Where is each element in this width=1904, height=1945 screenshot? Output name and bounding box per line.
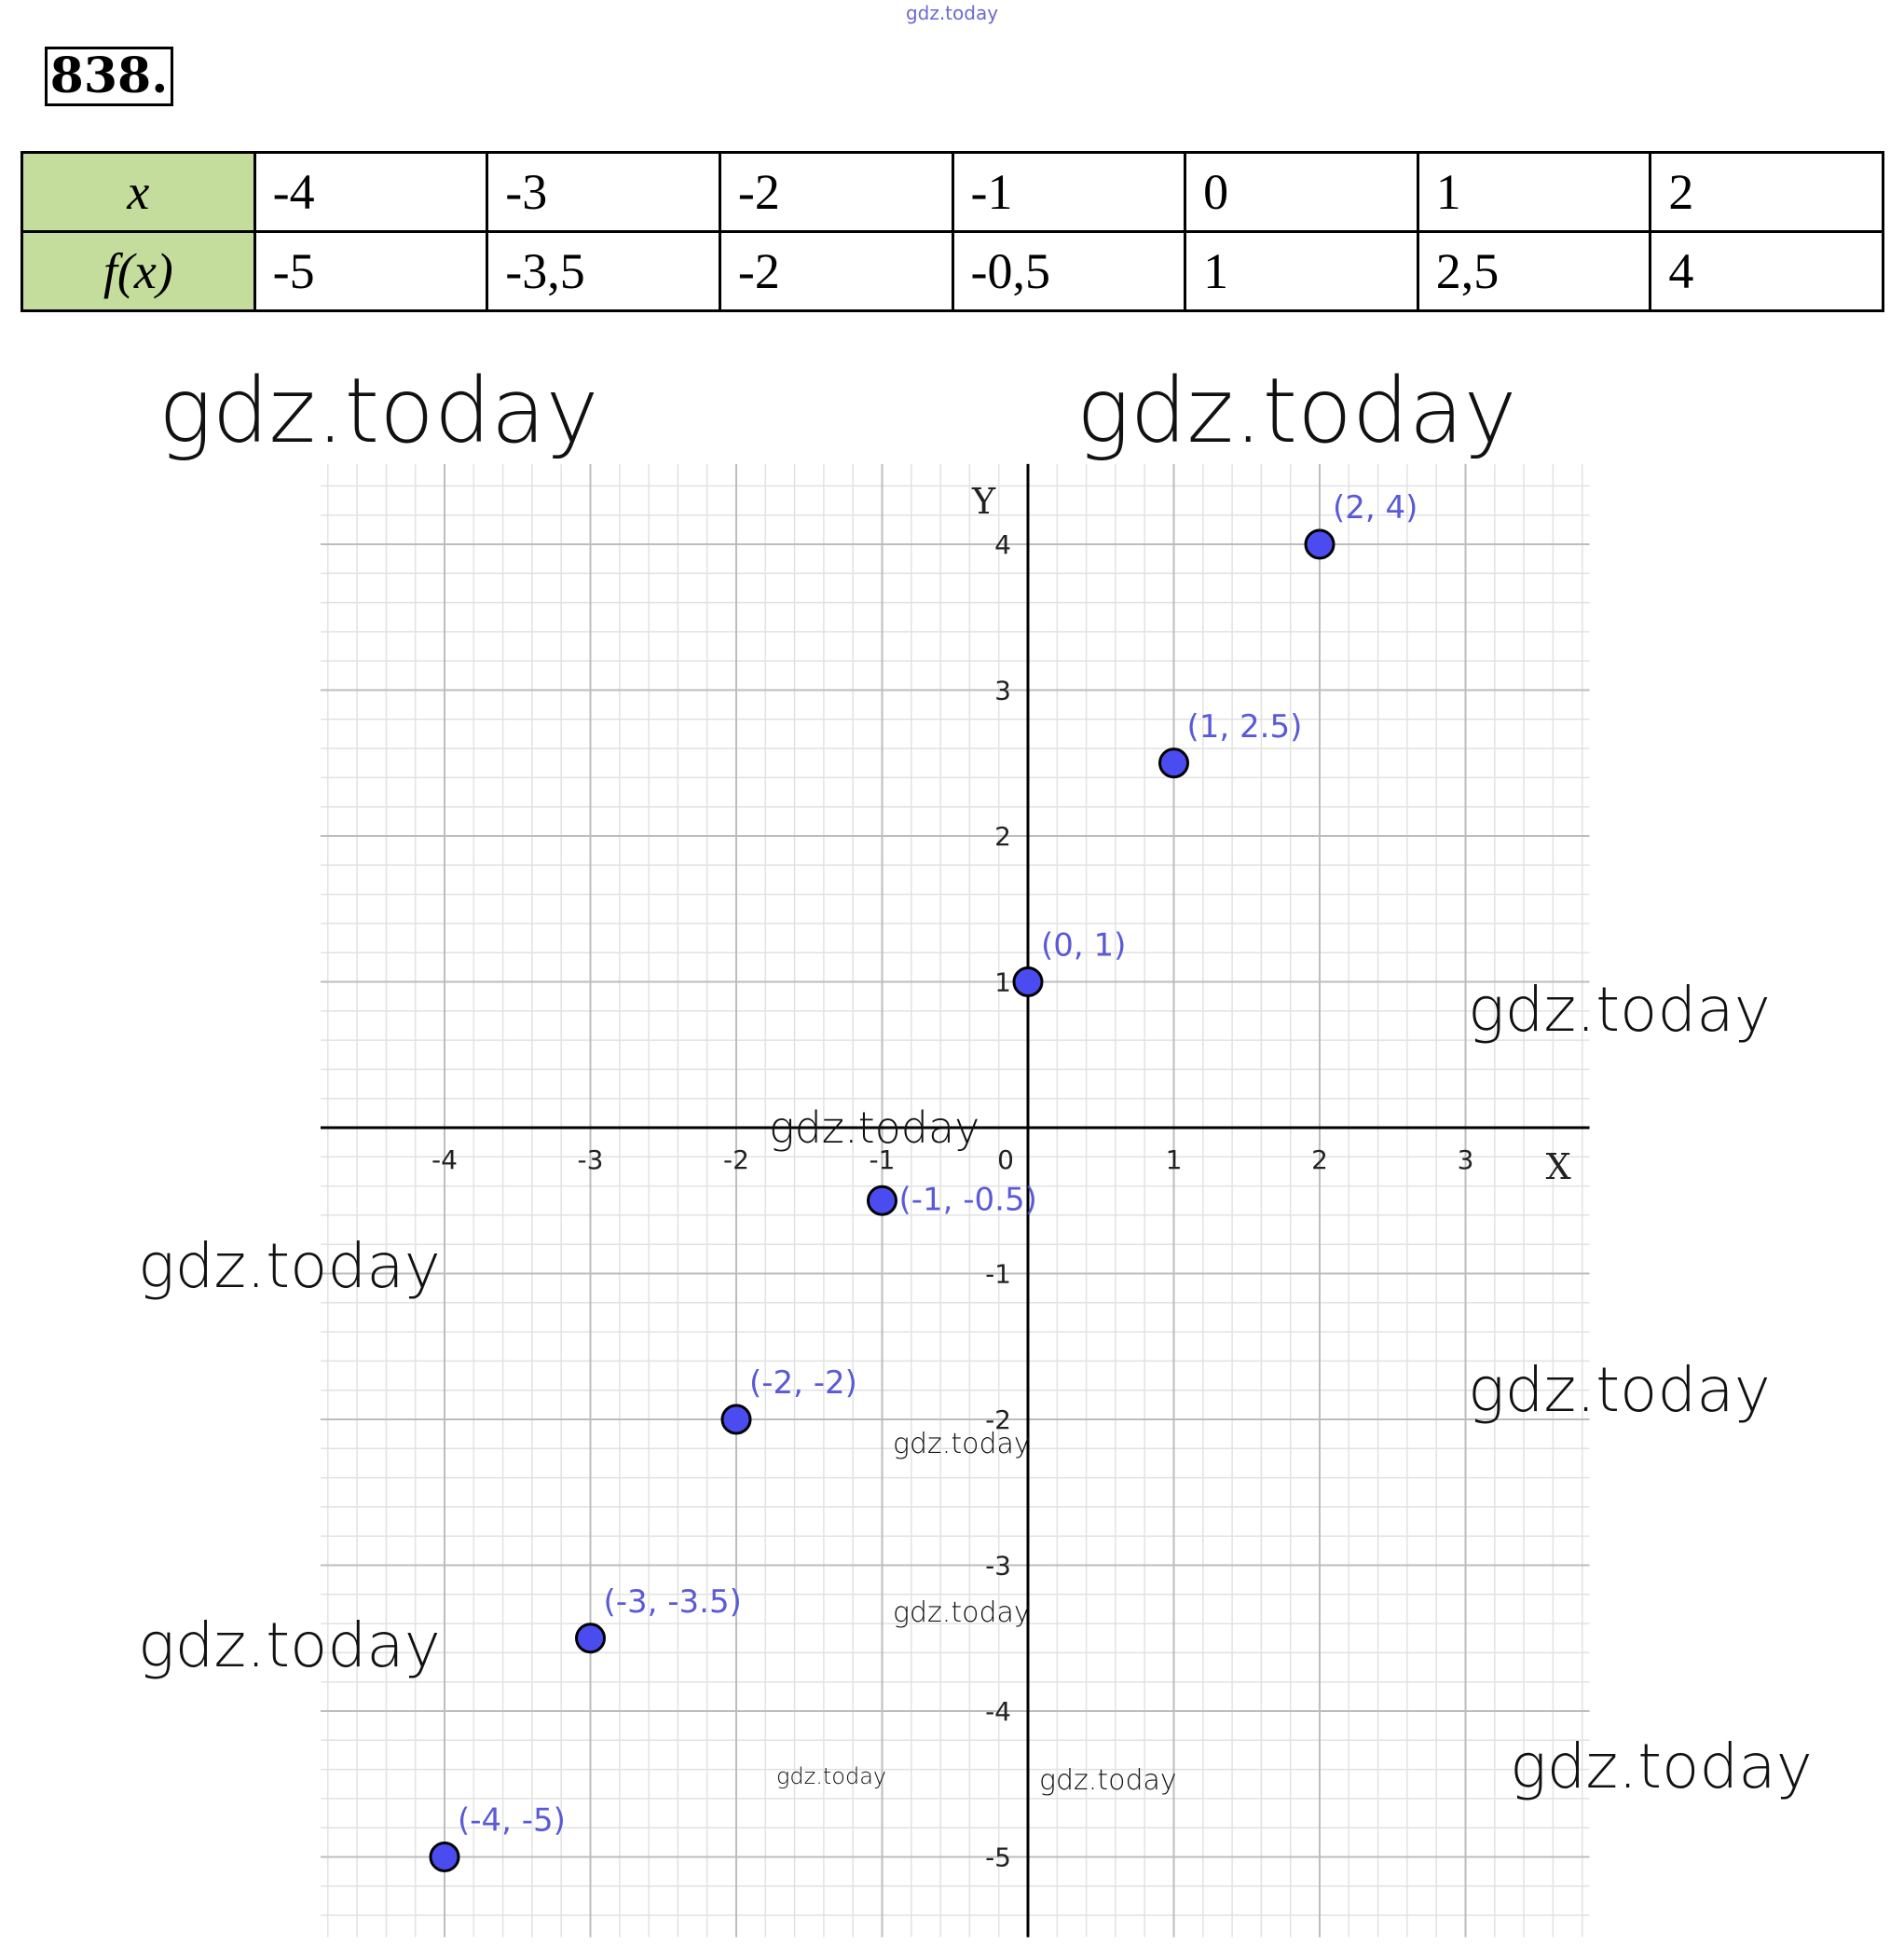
f-row: f(x) -5 -3,5 -2 -0,5 1 2,5 4 (21, 230, 1884, 312)
watermark: gdz.today (893, 1596, 1031, 1629)
y-tick-label: 3 (994, 676, 1011, 706)
f-cell: -3,5 (486, 230, 721, 312)
x-tick-label: 0 (997, 1144, 1014, 1175)
x-tick-label: -3 (578, 1144, 604, 1175)
f-cell: -0,5 (951, 230, 1187, 312)
y-axis-label: Y (971, 481, 996, 522)
data-label: (-4, -5) (458, 1802, 566, 1840)
watermark: gdz.today (1510, 1731, 1813, 1802)
data-point (867, 1185, 897, 1216)
f-cell: 1 (1184, 230, 1419, 312)
data-point (720, 1404, 752, 1435)
data-label: (-1, -0.5) (899, 1181, 1037, 1218)
x-cell: -1 (951, 151, 1187, 233)
y-tick-label: 4 (994, 529, 1011, 560)
y-tick-label: 1 (994, 967, 1011, 998)
x-tick-label: 1 (1166, 1144, 1183, 1175)
watermark: gdz.today (1468, 974, 1771, 1046)
x-cell: 1 (1416, 151, 1652, 233)
watermark: gdz.today (138, 1230, 441, 1302)
y-tick-label: -3 (985, 1551, 1011, 1582)
watermark: gdz.today (893, 1428, 1031, 1460)
f-row-label: f(x) (21, 230, 256, 312)
watermark: gdz.today (138, 1609, 441, 1681)
x-cell: -2 (718, 151, 954, 233)
axes (320, 463, 1590, 1938)
f-cell: 4 (1649, 230, 1884, 312)
scatter-chart: X Y -4 -3 -2 -1 0 1 2 3 -5 -4 -3 -2 -1 1 2 3 4 (-4, -5) (-3… (320, 463, 1590, 1938)
x-cell: 2 (1649, 151, 1884, 233)
x-cell: -4 (253, 151, 489, 233)
x-tick-label: -4 (431, 1144, 458, 1175)
problem-number: 838. (45, 47, 173, 106)
x-tick-label: 3 (1458, 1144, 1474, 1175)
f-cell: 2,5 (1416, 230, 1652, 312)
watermark: gdz.today (1468, 1354, 1771, 1426)
watermark: gdz.today (1076, 359, 1517, 463)
values-table: x -4 -3 -2 -1 0 1 2 f(x) -5 -3,5 -2 -0,5… (21, 151, 1884, 312)
watermark: gdz.today (769, 1103, 980, 1153)
y-tick-label: -5 (985, 1842, 1011, 1873)
f-cell: -2 (718, 230, 954, 312)
tick-labels: X Y -4 -3 -2 -1 0 1 2 3 -5 -4 -3 -2 -1 1 2 3 4 (431, 481, 1571, 1872)
x-cell: 0 (1184, 151, 1419, 233)
data-label: (-3, -3.5) (604, 1583, 742, 1621)
y-tick-label: -4 (985, 1696, 1011, 1727)
x-cell: -3 (486, 151, 721, 233)
x-tick-label: 2 (1311, 1144, 1328, 1175)
watermark: gdz.today (1039, 1764, 1177, 1797)
watermark: gdz.today (158, 359, 599, 463)
data-point (429, 1842, 460, 1872)
x-axis-label: X (1546, 1146, 1571, 1187)
x-tick-label: -1 (870, 1144, 896, 1175)
top-watermark: gdz.today (905, 2, 999, 24)
data-label: (2, 4) (1333, 489, 1418, 527)
minor-grid (320, 463, 1590, 1938)
x-row: x -4 -3 -2 -1 0 1 2 (21, 151, 1884, 233)
data-points: (-4, -5) (-3, -3.5) (-2, -2) (-1, -0.5) (0, … (429, 489, 1418, 1872)
data-point (1304, 528, 1336, 560)
data-point (1012, 966, 1044, 997)
data-point (575, 1623, 606, 1654)
data-label: (1, 2.5) (1187, 708, 1303, 746)
data-label: (0, 1) (1041, 927, 1126, 965)
x-row-label: x (21, 151, 256, 233)
y-tick-label: -1 (985, 1259, 1011, 1290)
data-label: (-2, -2) (749, 1364, 857, 1402)
f-cell: -5 (253, 230, 489, 312)
y-tick-label: -2 (985, 1404, 1011, 1435)
x-tick-label: -2 (723, 1144, 749, 1175)
y-tick-label: 2 (994, 821, 1011, 852)
watermark: gdz.today (776, 1763, 887, 1789)
data-point (1158, 747, 1189, 779)
